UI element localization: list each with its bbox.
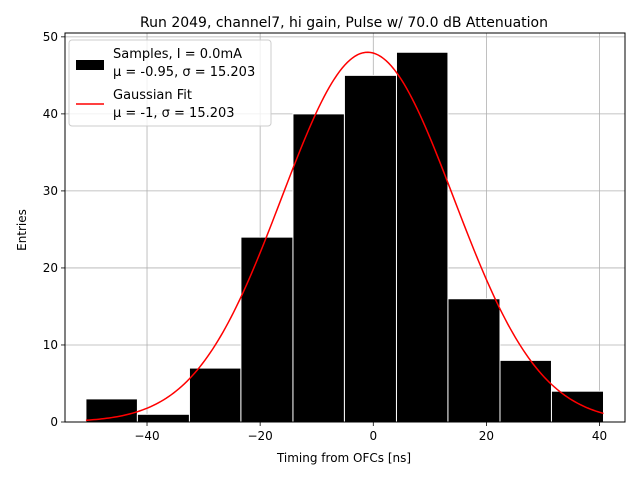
histogram-bar: [240, 236, 294, 423]
y-tick-label: 0: [50, 415, 58, 429]
histogram-bar: [550, 390, 605, 423]
legend-label-fit-stats: μ = -1, σ = 15.203: [113, 106, 235, 121]
histogram-bar: [499, 359, 552, 423]
y-tick-label: 30: [43, 184, 58, 198]
legend-box: [68, 39, 272, 127]
axes-frame: [64, 32, 626, 423]
x-tick-label: 0: [369, 429, 377, 443]
histogram-bar: [188, 367, 242, 423]
x-tick-label: −40: [134, 429, 159, 443]
y-tick-label: 40: [43, 107, 58, 121]
x-tick-label: 40: [592, 429, 607, 443]
x-tick-label: 20: [479, 429, 494, 443]
legend: Samples, I = 0.0mA μ = -0.95, σ = 15.203…: [68, 39, 272, 127]
y-tick-label: 10: [43, 338, 58, 352]
legend-swatch-samples: [76, 60, 104, 70]
gaussian-fit-curve: [85, 51, 604, 422]
histogram-bar: [85, 398, 138, 423]
histogram-bar: [395, 51, 449, 423]
fit-curve-path: [85, 51, 604, 422]
histogram-bar: [292, 113, 345, 423]
y-axis-ticks: 0 10 20 30 40 50: [43, 30, 65, 429]
x-tick-label: −20: [247, 429, 272, 443]
legend-label-samples-stats: μ = -0.95, σ = 15.203: [113, 65, 255, 80]
chart-title: Run 2049, channel7, hi gain, Pulse w/ 70…: [140, 15, 548, 31]
legend-label-fit: Gaussian Fit: [113, 88, 192, 103]
histogram-bar: [136, 413, 190, 423]
x-axis-ticks: −40 −20 0 20 40: [134, 422, 607, 443]
y-tick-label: 20: [43, 261, 58, 275]
legend-label-samples: Samples, I = 0.0mA: [113, 47, 242, 62]
histogram-bar: [447, 298, 501, 423]
x-axis-label: Timing from OFCs [ns]: [276, 451, 411, 465]
y-axis-label: Entries: [15, 209, 29, 251]
histogram-bar: [343, 74, 397, 423]
y-tick-label: 50: [43, 30, 58, 44]
